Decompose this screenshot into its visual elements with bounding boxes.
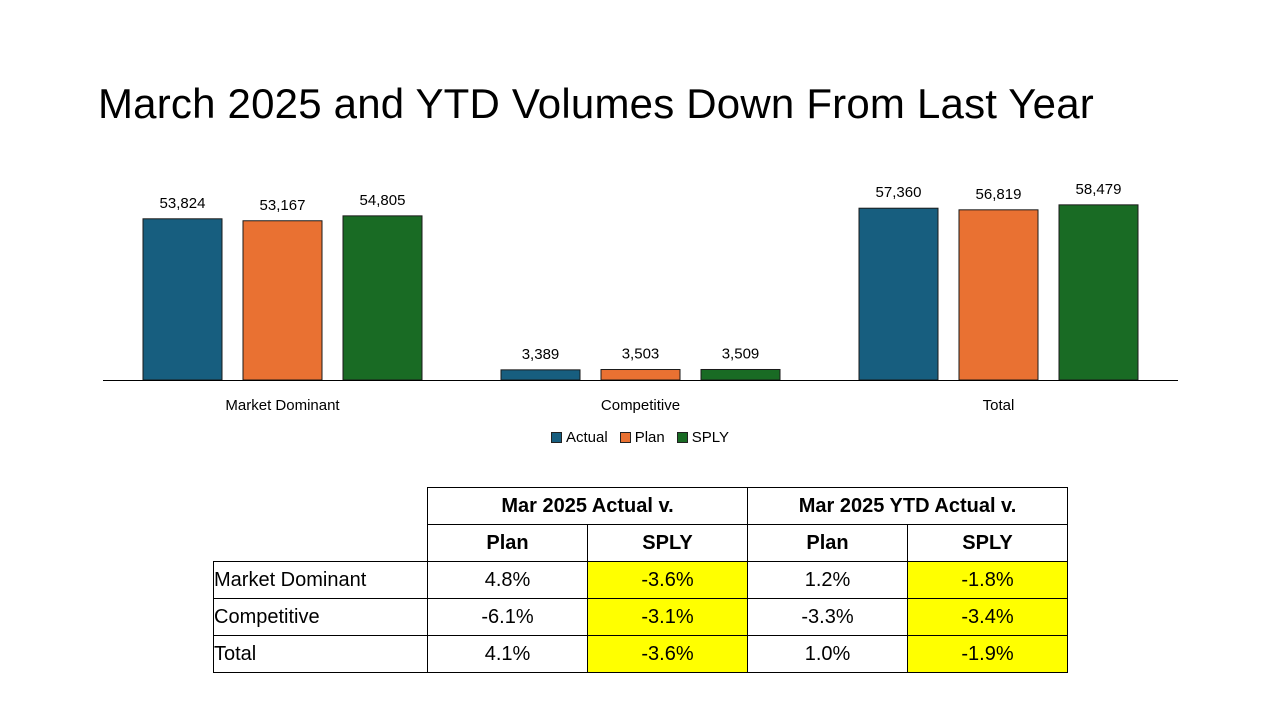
- data-label-total-actual: 57,360: [876, 184, 922, 201]
- bar-competitive-sply: [700, 368, 781, 381]
- table-cell-highlighted: -3.1%: [587, 598, 748, 636]
- table-cell-highlighted: -3.6%: [587, 561, 748, 599]
- legend-swatch-sply: [676, 432, 688, 443]
- legend-swatch-actual: [551, 432, 562, 443]
- table-cell: 4.1%: [427, 635, 588, 673]
- chart-legend: Actual Plan SPLY: [0, 429, 1280, 446]
- table-subheader-ytd-sply: SPLY: [907, 524, 1068, 562]
- volume-bar-chart: 53,824 53,167 54,805 Market Dominant 3,389 3,…: [103, 181, 1178, 414]
- table-cell: 1.2%: [747, 561, 908, 599]
- table-subheader-row: Plan SPLY Plan SPLY: [213, 524, 1068, 562]
- table-cell: -3.3%: [747, 598, 908, 636]
- table-group-header-ytd: Mar 2025 YTD Actual v.: [747, 487, 1068, 525]
- table-row: Market Dominant 4.8% -3.6% 1.2% -1.8%: [213, 561, 1068, 599]
- data-label-total-plan: 56,819: [976, 186, 1022, 203]
- table-subheader-ytd-plan: Plan: [747, 524, 908, 562]
- table-row: Competitive -6.1% -3.1% -3.3% -3.4%: [213, 598, 1068, 636]
- table-cell-highlighted: -3.6%: [587, 635, 748, 673]
- table-subheader-month-sply: SPLY: [587, 524, 748, 562]
- legend-item-sply: SPLY: [676, 429, 729, 446]
- table-cell-highlighted: -1.9%: [907, 635, 1068, 673]
- table-cell: 4.8%: [427, 561, 588, 599]
- table-cell-highlighted: -1.8%: [907, 561, 1068, 599]
- category-label-market-dominant: Market Dominant: [225, 397, 340, 414]
- table-cell: -6.1%: [427, 598, 588, 636]
- bar-total-plan: [958, 209, 1039, 381]
- slide-title: March 2025 and YTD Volumes Down From Las…: [98, 80, 1094, 127]
- bar-market-dominant-actual: [142, 218, 223, 381]
- category-label-competitive: Competitive: [601, 397, 680, 414]
- table-row-label: Competitive: [213, 598, 428, 636]
- data-label-market-dominant-sply: 54,805: [360, 192, 406, 209]
- table-row-label: Total: [213, 635, 428, 673]
- table-row: Total 4.1% -3.6% 1.0% -1.9%: [213, 635, 1068, 673]
- legend-item-actual: Actual: [551, 429, 608, 446]
- data-label-market-dominant-actual: 53,824: [160, 195, 206, 212]
- table-group-header-month: Mar 2025 Actual v.: [427, 487, 748, 525]
- table-cell: 1.0%: [747, 635, 908, 673]
- data-label-total-sply: 58,479: [1076, 181, 1122, 198]
- category-label-total: Total: [983, 397, 1015, 414]
- data-label-competitive-sply: 3,509: [722, 345, 760, 362]
- bar-competitive-plan: [600, 369, 681, 381]
- table-group-header-row: Mar 2025 Actual v. Mar 2025 YTD Actual v…: [214, 487, 1068, 525]
- legend-swatch-plan: [619, 432, 631, 443]
- legend-label-plan: Plan: [634, 429, 665, 446]
- legend-item-plan: Plan: [619, 429, 665, 446]
- table-corner-cell: [214, 488, 428, 525]
- table-row-label: Market Dominant: [213, 561, 428, 599]
- table-corner-cell: [213, 524, 428, 562]
- data-label-competitive-plan: 3,503: [622, 346, 660, 363]
- bar-market-dominant-sply: [342, 215, 423, 381]
- table-cell-highlighted: -3.4%: [907, 598, 1068, 636]
- bar-total-actual: [858, 207, 939, 381]
- legend-label-actual: Actual: [566, 429, 608, 446]
- table-subheader-month-plan: Plan: [427, 524, 588, 562]
- bar-market-dominant-plan: [242, 220, 323, 381]
- bar-total-sply: [1058, 204, 1139, 381]
- data-label-competitive-actual: 3,389: [522, 346, 560, 363]
- variance-table: Mar 2025 Actual v. Mar 2025 YTD Actual v…: [213, 487, 1068, 673]
- legend-label-sply: SPLY: [691, 429, 729, 446]
- bar-competitive-actual: [500, 369, 581, 381]
- data-label-market-dominant-plan: 53,167: [260, 197, 306, 214]
